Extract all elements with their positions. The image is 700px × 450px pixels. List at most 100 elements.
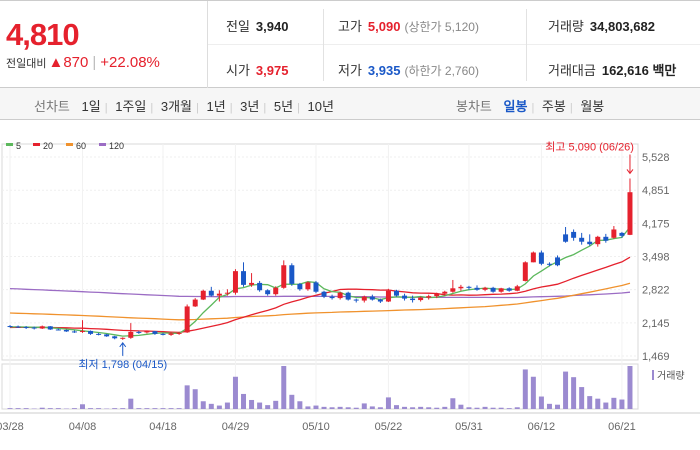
- price-box: 4,810 전일대비 ▲870 | +22.08%: [0, 1, 208, 88]
- candle-body: [15, 326, 21, 328]
- tab-1y[interactable]: 1년: [206, 99, 226, 114]
- volume-bar: [47, 408, 53, 409]
- candle-body: [23, 327, 29, 329]
- low-arrow: [119, 342, 127, 356]
- candle-body: [313, 282, 319, 292]
- volume-bar: [418, 406, 424, 409]
- candle-body: [144, 331, 150, 333]
- change-separator: |: [92, 54, 97, 71]
- change-row: 전일대비 ▲870 | +22.08%: [6, 54, 160, 71]
- tab-10y[interactable]: 10년: [307, 99, 334, 114]
- volume-bar: [377, 407, 383, 409]
- x-tick-label: 04/08: [69, 421, 97, 433]
- tab-separator: |: [531, 102, 535, 114]
- candle-body: [619, 232, 625, 236]
- candle-body: [377, 299, 383, 302]
- volume-bar: [361, 403, 367, 409]
- candle-body: [546, 263, 552, 265]
- volume-bar: [313, 405, 319, 409]
- candle-body: [208, 290, 214, 296]
- volume-legend-swatch: [652, 370, 654, 380]
- change-percent: +22.08%: [100, 54, 160, 71]
- candle-body: [329, 296, 335, 299]
- volume-bar: [514, 407, 520, 409]
- high-cell: 고가 5,090 (상한가 5,120): [338, 16, 479, 35]
- volume-bar: [563, 371, 569, 409]
- volume-bar: [345, 407, 351, 409]
- volume-bar: [458, 404, 464, 409]
- volume-bar: [329, 407, 335, 409]
- volume-bar: [506, 408, 512, 409]
- volume-bar: [79, 404, 85, 409]
- volume-bar: [482, 406, 488, 409]
- candle-body: [337, 292, 343, 299]
- candle-body: [176, 332, 182, 334]
- y-tick-label: 2,822: [642, 285, 670, 297]
- candle-body: [345, 292, 351, 300]
- candle-body: [563, 234, 569, 242]
- high-arrow: [626, 154, 634, 175]
- candle-body: [192, 299, 198, 307]
- candle-body: [257, 282, 263, 291]
- tab-separator: |: [229, 102, 233, 114]
- volume-bar: [55, 408, 61, 409]
- volume-bar: [627, 366, 633, 409]
- volume-bar: [555, 404, 561, 409]
- candle-body: [474, 287, 480, 290]
- volume-bar: [337, 406, 343, 409]
- candle-body: [273, 287, 279, 295]
- candle-body: [7, 326, 13, 328]
- volume-bar: [128, 398, 134, 409]
- candle-body: [466, 286, 472, 288]
- tab-3y[interactable]: 3년: [240, 99, 260, 114]
- candle-body: [402, 295, 408, 299]
- ma60-line: [9, 282, 631, 321]
- volume-bar: [257, 402, 263, 409]
- price-panel-frame: [1, 143, 639, 361]
- volume-bar: [88, 408, 94, 409]
- open-cell: 시가 3,975: [226, 60, 288, 79]
- x-tick-label: 04/18: [149, 421, 177, 433]
- volume-bar: [498, 407, 504, 409]
- x-tick-label: 06/21: [608, 421, 636, 433]
- volume-bar: [538, 396, 544, 409]
- volume-bar: [402, 406, 408, 409]
- candle-body: [530, 252, 536, 263]
- legend-label-20: 20: [43, 141, 53, 151]
- tab-5y[interactable]: 5년: [273, 99, 294, 114]
- tab-3m[interactable]: 3개월: [160, 99, 192, 114]
- candle-body: [224, 292, 230, 294]
- volume-bar: [144, 408, 150, 409]
- lower-limit-note: (하한가 2,760): [404, 64, 479, 78]
- candle-body: [434, 293, 440, 297]
- volume-bar: [385, 397, 391, 409]
- candle-body: [31, 327, 37, 329]
- candle-body: [128, 331, 134, 338]
- tab-daily[interactable]: 일봉: [503, 99, 528, 114]
- candle-body: [458, 286, 464, 289]
- prev-close-cell: 전일 3,940: [226, 16, 288, 35]
- high-annotation: 최고 5,090 (06/26): [545, 140, 634, 153]
- volume-bar: [200, 401, 206, 409]
- price-chart[interactable]: 5,528 4,851 4,175 3,498 2,822 2,145 1,469 03/28…: [0, 138, 700, 450]
- candle-body: [482, 287, 488, 290]
- volume-bar: [96, 408, 102, 409]
- tab-1d[interactable]: 1일: [81, 99, 101, 114]
- tab-1w[interactable]: 1주일: [115, 99, 147, 114]
- tab-separator: |: [263, 102, 267, 114]
- tab-weekly[interactable]: 주봉: [541, 99, 566, 114]
- volume-bar: [281, 366, 287, 409]
- volume-legend-label: 거래량: [657, 370, 685, 382]
- candle-body: [241, 271, 247, 285]
- candle-body: [611, 229, 617, 238]
- volume-bar: [595, 398, 601, 409]
- candle-body: [265, 290, 271, 295]
- volume-panel-frame: [1, 363, 639, 410]
- candle-body: [450, 288, 456, 292]
- tab-monthly[interactable]: 월봉: [580, 99, 605, 114]
- legend-swatch-5: [6, 143, 13, 146]
- turnover-cell: 거래대금 162,616 백만: [548, 60, 676, 79]
- volume-bar: [232, 376, 238, 409]
- candle-chart-title: 봉차트: [456, 99, 492, 114]
- volume-bar: [587, 396, 593, 409]
